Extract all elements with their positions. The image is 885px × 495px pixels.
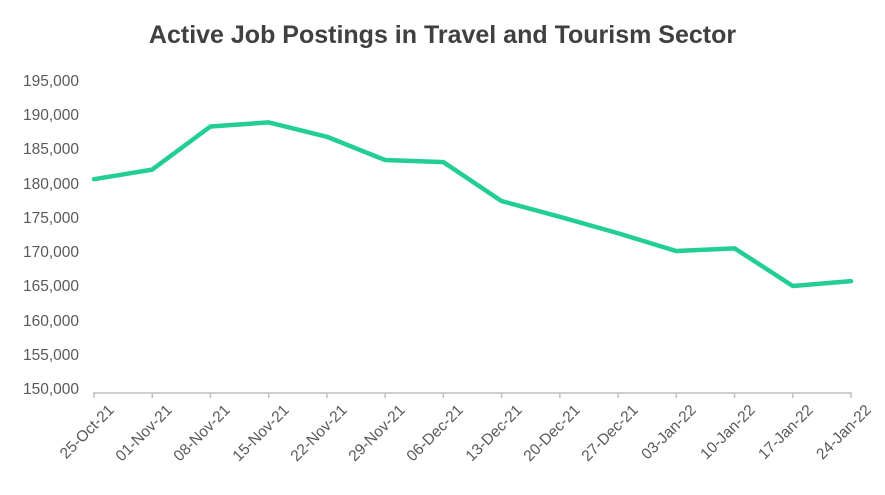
y-axis-label: 160,000 bbox=[22, 312, 79, 330]
y-axis-label: 165,000 bbox=[22, 278, 79, 296]
y-axis-label: 195,000 bbox=[22, 73, 79, 90]
x-axis-ticks bbox=[93, 393, 852, 398]
y-axis-label: 175,000 bbox=[22, 209, 79, 227]
y-axis-label: 185,000 bbox=[22, 141, 79, 159]
y-axis-label: 170,000 bbox=[22, 244, 79, 262]
chart-title: Active Job Postings in Travel and Touris… bbox=[148, 21, 737, 49]
y-axis-label: 150,000 bbox=[22, 381, 79, 398]
series-line bbox=[91, 120, 854, 289]
y-axis-label: 180,000 bbox=[22, 175, 79, 193]
y-axis-label: 155,000 bbox=[22, 346, 79, 364]
y-axis-label: 190,000 bbox=[22, 107, 79, 125]
